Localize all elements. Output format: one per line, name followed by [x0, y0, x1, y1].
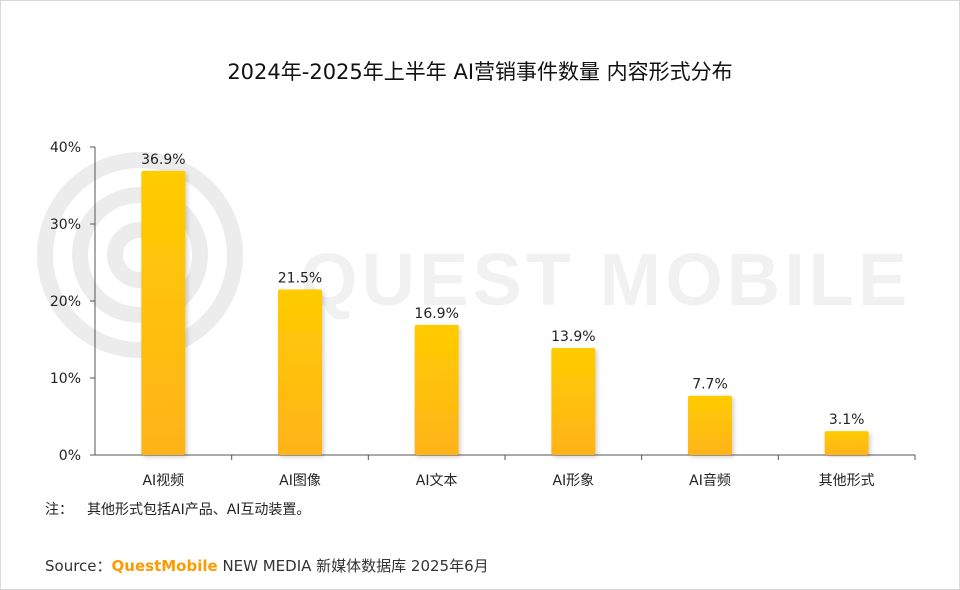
bar-value-label: 7.7% — [692, 377, 728, 393]
x-tick-label: AI图像 — [279, 473, 321, 489]
x-tick-label: AI视频 — [142, 473, 184, 489]
bar-value-label: 21.5% — [278, 270, 322, 286]
y-tick-label: 0% — [59, 448, 81, 464]
footnote-text: 其他形式包括AI产品、AI互动装置。 — [87, 502, 311, 518]
bar — [688, 395, 732, 455]
bar — [824, 431, 869, 455]
footnote-label: 注： — [45, 502, 73, 518]
y-tick-label: 30% — [50, 217, 81, 233]
y-tick-label: 20% — [50, 294, 81, 310]
x-tick-label: AI形象 — [552, 473, 594, 489]
bar-value-label: 16.9% — [414, 306, 458, 322]
footnote: 注： 其他形式包括AI产品、AI互动装置。 — [45, 499, 310, 519]
bar-value-label: 36.9% — [141, 152, 185, 168]
chart-title: 2024年-2025年上半年 AI营销事件数量 内容形式分布 — [227, 60, 733, 84]
source-brand: QuestMobile — [111, 557, 218, 575]
y-tick-label: 10% — [50, 371, 81, 387]
x-tick-label: AI文本 — [416, 473, 458, 489]
source-text: NEW MEDIA 新媒体数据库 2025年6月 — [217, 557, 489, 575]
y-tick-label: 40% — [50, 140, 81, 156]
x-tick-label: 其他形式 — [819, 473, 875, 489]
bar — [141, 170, 186, 455]
bar-value-label: 3.1% — [829, 412, 865, 428]
source-label: Source： — [45, 557, 112, 575]
x-tick-label: AI音频 — [689, 472, 731, 489]
bar — [278, 289, 322, 455]
bar — [414, 324, 459, 455]
bar-value-label: 13.9% — [551, 329, 595, 345]
source-line: Source：QuestMobile NEW MEDIA 新媒体数据库 2025… — [45, 555, 489, 576]
bar — [551, 347, 596, 455]
